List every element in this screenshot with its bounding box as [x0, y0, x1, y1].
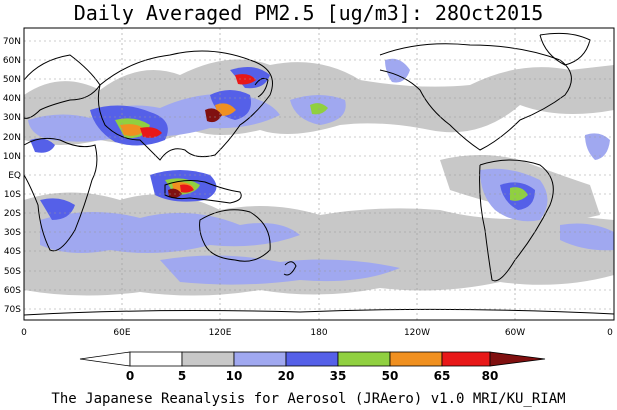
lon-label: 180	[310, 328, 327, 338]
colorbar-tick-label: 65	[434, 369, 451, 383]
lat-label: 10S	[4, 190, 21, 200]
coast-asia	[97, 50, 273, 161]
lat-label: 60S	[4, 286, 21, 296]
coast-africa	[23, 137, 98, 252]
map-frame	[23, 27, 615, 321]
coast-north-america	[379, 43, 572, 151]
lat-labels: 70N 60N 50N 40N 30N 20N 10N EQ 10S 20S 3…	[3, 37, 21, 315]
colorbar-tick-label: 80	[482, 369, 499, 383]
graticule	[24, 28, 614, 320]
lat-label: 40N	[3, 94, 21, 104]
colorbar-bin	[389, 351, 443, 367]
lat-label: 10N	[3, 152, 21, 162]
field-blue	[40, 198, 75, 220]
lat-label: 30S	[4, 228, 21, 238]
colorbar-bin-lowest	[79, 351, 131, 367]
field-red	[235, 74, 256, 85]
lon-label: 60W	[505, 328, 525, 338]
lon-label: 0	[607, 328, 613, 338]
footer-credit: The Japanese Reanalysis for Aerosol (JRA…	[51, 391, 566, 407]
colorbar-bin	[337, 351, 391, 367]
colorbar	[79, 351, 546, 367]
lon-label: 120W	[404, 328, 430, 338]
field-red	[140, 127, 162, 138]
field-orange	[215, 103, 236, 116]
lon-label: 0	[21, 328, 27, 338]
field-lightblue	[40, 211, 300, 254]
lat-label: 60N	[3, 56, 21, 66]
coastlines	[23, 32, 615, 316]
map-title: Daily Averaged PM2.5 [ug/m3]: 28Oct2015	[73, 1, 544, 25]
colorbar-tick-label: 0	[126, 369, 134, 383]
field-lightblue	[585, 133, 610, 160]
coast-nz	[283, 261, 297, 276]
pm25-map: 70N 60N 50N 40N 30N 20N 10N EQ 10S 20S 3…	[3, 27, 615, 383]
lon-label: 120E	[209, 328, 232, 338]
coast-australia	[199, 209, 271, 262]
coast-antarctica	[23, 308, 615, 316]
lon-labels: 0 60E 120E 180 120W 60W 0	[21, 328, 613, 338]
lat-label: 50N	[3, 75, 21, 85]
lat-label: 20S	[4, 209, 21, 219]
lat-label: 20N	[3, 133, 21, 143]
colorbar-tick-label: 20	[278, 369, 295, 383]
field-darkred	[205, 108, 222, 123]
coast-europe	[23, 54, 101, 119]
field-red	[180, 184, 194, 193]
colorbar-bin	[129, 351, 183, 367]
field-orange	[120, 124, 145, 136]
colorbar-tick-label: 35	[330, 369, 347, 383]
colorbar-bin	[233, 351, 287, 367]
lat-label: 70S	[4, 305, 21, 315]
pm25-field	[24, 58, 614, 296]
colorbar-tick-label: 50	[382, 369, 399, 383]
colorbar-bin-highest	[489, 351, 546, 367]
lat-label: 70N	[3, 37, 21, 47]
colorbar-ticks: 0 5 10 20 35 50 65 80	[126, 369, 499, 383]
lat-label: 30N	[3, 113, 21, 123]
coast-indonesia	[164, 180, 242, 204]
colorbar-bin	[441, 351, 491, 367]
lat-label: 40S	[4, 247, 21, 257]
lon-label: 60E	[113, 328, 130, 338]
field-blue	[30, 138, 55, 153]
field-darkred	[168, 188, 182, 198]
colorbar-bin	[181, 351, 235, 367]
colorbar-tick-label: 10	[226, 369, 243, 383]
field-lightblue	[385, 58, 410, 83]
colorbar-bin	[285, 351, 339, 367]
field-lightblue	[160, 255, 400, 285]
field-lightblue	[560, 223, 614, 251]
coast-japan	[254, 77, 269, 98]
colorbar-tick-label: 5	[178, 369, 186, 383]
lat-label: EQ	[8, 171, 21, 181]
lat-label: 50S	[4, 267, 21, 277]
coast-greenland	[539, 32, 591, 66]
